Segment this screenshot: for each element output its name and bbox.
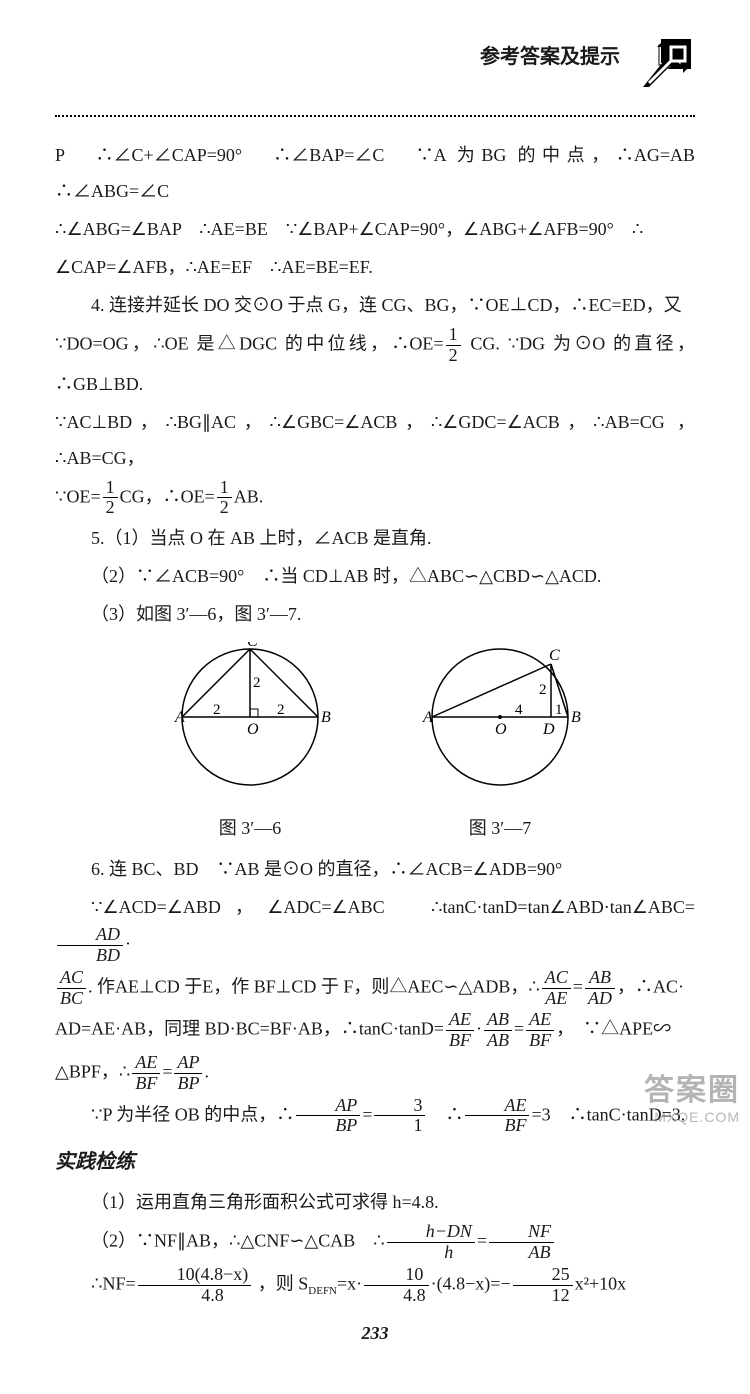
line: ACBC. 作AE⊥CD 于E，作 BF⊥CD 于 F，则△AEC∽△ADB，∴… bbox=[55, 968, 695, 1009]
svg-text:O: O bbox=[247, 721, 259, 738]
svg-text:2: 2 bbox=[277, 702, 285, 718]
page-header: 参考答案及提示 bbox=[55, 40, 695, 100]
line: AD=AE·AB，同理 BD·BC=BF·AB，∴tanC·tanD=AEBF·… bbox=[55, 1010, 695, 1051]
svg-text:4: 4 bbox=[515, 702, 523, 718]
svg-text:C: C bbox=[549, 647, 560, 664]
line: ∵∠ACD=∠ABD，∠ADC=∠ABC ∴tanC·tanD=tan∠ABD·… bbox=[55, 889, 695, 966]
line: （1）运用直角三角形面积公式可求得 h=4.8. bbox=[55, 1184, 695, 1220]
svg-text:A: A bbox=[174, 709, 185, 726]
svg-text:C: C bbox=[247, 642, 258, 650]
section-title: 实践检练 bbox=[55, 1142, 695, 1182]
divider bbox=[55, 115, 695, 117]
line: △BPF，∴AEBF=APBP. bbox=[55, 1053, 695, 1094]
svg-text:2: 2 bbox=[253, 675, 261, 691]
line: （2）∵NF∥AB，∴△CNF∽△CAB ∴h−DNh=NFAB bbox=[55, 1222, 695, 1263]
line: P ∴∠C+∠CAP=90° ∴∠BAP=∠C ∵A 为BG 的中点，∴AG=A… bbox=[55, 137, 695, 209]
svg-text:D: D bbox=[542, 721, 555, 738]
svg-text:2: 2 bbox=[539, 682, 547, 698]
line: 5.（1）当点 O 在 AB 上时，∠ACB 是直角. bbox=[55, 520, 695, 556]
svg-text:1: 1 bbox=[555, 702, 563, 718]
content-body: P ∴∠C+∠CAP=90° ∴∠BAP=∠C ∵A 为BG 的中点，∴AG=A… bbox=[55, 137, 695, 1305]
figure-row: A B C O 2 2 2 图 3′—6 A bbox=[55, 642, 695, 846]
svg-text:2: 2 bbox=[213, 702, 221, 718]
line: （2）∵∠ACB=90° ∴当 CD⊥AB 时，△ABC∽△CBD∽△ACD. bbox=[55, 558, 695, 594]
line: ∵AC⊥BD，∴BG∥AC，∴∠GBC=∠ACB，∴∠GDC=∠ACB，∴AB=… bbox=[55, 404, 695, 476]
line: ∴NF=10(4.8−x)4.8 ，则 SDEFN=x·104.8·(4.8−x… bbox=[55, 1265, 695, 1306]
line: ∵P 为半径 OB 的中点，∴APBP=31 ∴AEBF=3 ∴tanC·tan… bbox=[55, 1096, 695, 1137]
figure-label: 图 3′—7 bbox=[415, 810, 585, 846]
line: 4. 连接并延长 DO 交⊙O 于点 G，连 CG、BG，∵OE⊥CD，∴EC=… bbox=[55, 287, 695, 323]
figure-3-7: A B C D O 4 1 2 图 3′—7 bbox=[415, 642, 585, 846]
header-title: 参考答案及提示 bbox=[480, 40, 620, 69]
figure-label: 图 3′—6 bbox=[165, 810, 335, 846]
watermark-line2: MXQE.COM bbox=[644, 1109, 740, 1125]
figure-3-6: A B C O 2 2 2 图 3′—6 bbox=[165, 642, 335, 846]
line: （3）如图 3′—6，图 3′—7. bbox=[55, 596, 695, 632]
line: ∵DO=OG，∴OE 是△DGC 的中位线，∴OE=12 CG. ∵DG 为⊙O… bbox=[55, 325, 695, 402]
svg-text:B: B bbox=[321, 709, 331, 726]
svg-text:B: B bbox=[571, 709, 581, 726]
page-number: 233 bbox=[55, 1323, 695, 1344]
watermark-line1: 答案圈 bbox=[644, 1065, 740, 1109]
line: ∵OE=12CG，∴OE=12AB. bbox=[55, 478, 695, 519]
line: ∠CAP=∠AFB，∴AE=EF ∴AE=BE=EF. bbox=[55, 249, 695, 285]
watermark: 答案圈 MXQE.COM bbox=[644, 1065, 740, 1125]
svg-text:A: A bbox=[422, 709, 433, 726]
svg-text:O: O bbox=[495, 721, 507, 738]
arrow-icon-overlay bbox=[637, 35, 695, 93]
line: ∴∠ABG=∠BAP ∴AE=BE ∵∠BAP+∠CAP=90°，∠ABG+∠A… bbox=[55, 211, 695, 247]
line: 6. 连 BC、BD ∵AB 是⊙O 的直径，∴∠ACB=∠ADB=90° bbox=[55, 851, 695, 887]
